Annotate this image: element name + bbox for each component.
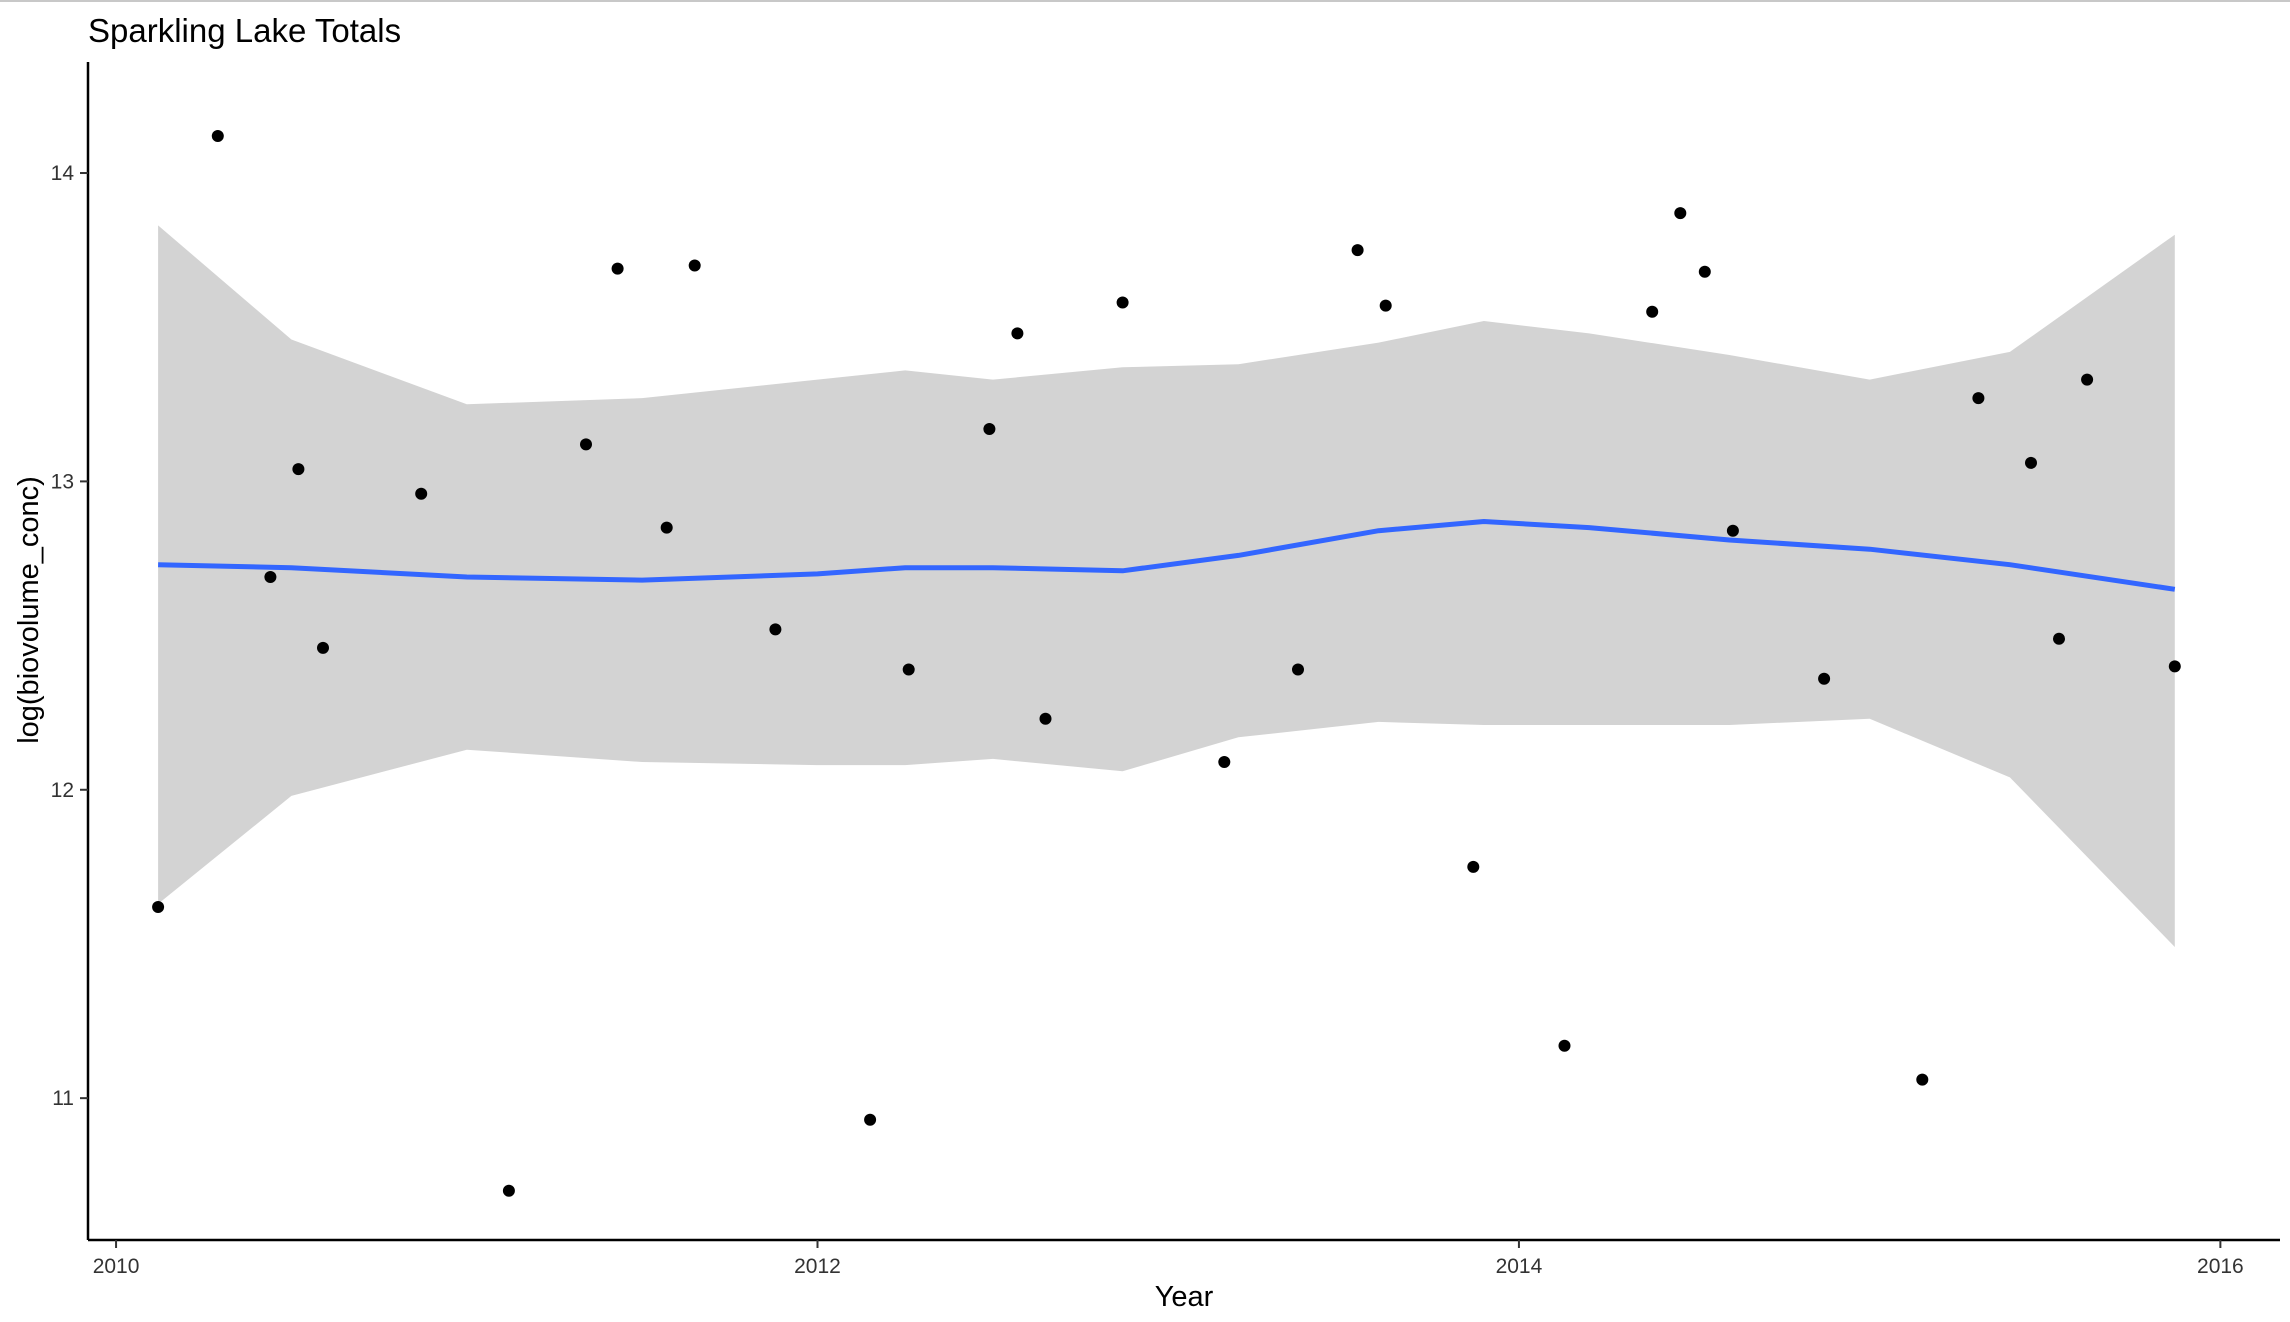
points-layer: [152, 130, 2181, 1197]
data-point-16: [1011, 327, 1024, 340]
confidence-band-layer: [158, 225, 2175, 947]
data-point-13: [864, 1113, 877, 1126]
data-point-25: [1646, 305, 1659, 318]
data-point-31: [1972, 392, 1985, 405]
data-point-12: [769, 623, 782, 636]
data-point-9: [611, 262, 624, 275]
data-point-8: [580, 438, 592, 451]
data-point-15: [983, 423, 996, 435]
y-tick-label-14: 14: [51, 162, 75, 185]
data-point-28: [1726, 524, 1739, 537]
data-point-4: [292, 463, 305, 476]
data-point-17: [1039, 712, 1052, 725]
data-point-22: [1379, 299, 1392, 312]
data-point-23: [1467, 860, 1480, 873]
data-point-5: [317, 641, 329, 654]
x-axis-title: Year: [1155, 1281, 1214, 1313]
data-point-26: [1674, 207, 1687, 220]
y-axis-ticks: 11 12 13 14: [51, 162, 88, 1110]
data-point-2: [211, 130, 224, 142]
data-point-24: [1558, 1039, 1571, 1052]
data-point-14: [902, 663, 915, 676]
data-point-7: [502, 1184, 515, 1197]
chart-title: Sparkling Lake Totals: [88, 12, 401, 49]
data-point-30: [1916, 1073, 1929, 1086]
smooth-trend-line: [158, 519, 2176, 592]
x-tick-label-2014: 2014: [1496, 1255, 1543, 1278]
data-point-19: [1218, 756, 1231, 768]
data-point-1: [152, 901, 165, 913]
data-point-6: [415, 487, 428, 500]
data-point-18: [1116, 296, 1129, 309]
x-tick-label-2010: 2010: [93, 1255, 140, 1278]
data-point-32: [2025, 456, 2037, 469]
data-point-35: [2168, 660, 2181, 673]
smooth-line-layer: [158, 519, 2176, 592]
y-axis-title: log(biovolume_conc): [13, 476, 45, 744]
x-tick-label-2016: 2016: [2197, 1255, 2244, 1278]
data-point-10: [660, 521, 673, 534]
data-point-21: [1351, 244, 1364, 257]
data-point-27: [1698, 265, 1711, 278]
data-point-34: [2081, 373, 2094, 386]
y-tick-label-13: 13: [51, 470, 74, 493]
x-tick-label-2012: 2012: [794, 1255, 841, 1278]
confidence-band: [158, 225, 2175, 947]
x-axis-ticks: 2010 2012 2014 2016: [93, 1240, 2244, 1278]
data-point-11: [688, 259, 701, 272]
data-point-20: [1292, 663, 1304, 676]
data-point-29: [1818, 672, 1831, 685]
data-point-3: [264, 571, 277, 583]
top-border: [0, 0, 2290, 2]
y-tick-label-11: 11: [52, 1087, 74, 1110]
data-point-33: [2053, 632, 2065, 645]
y-tick-label-12: 12: [51, 779, 74, 802]
